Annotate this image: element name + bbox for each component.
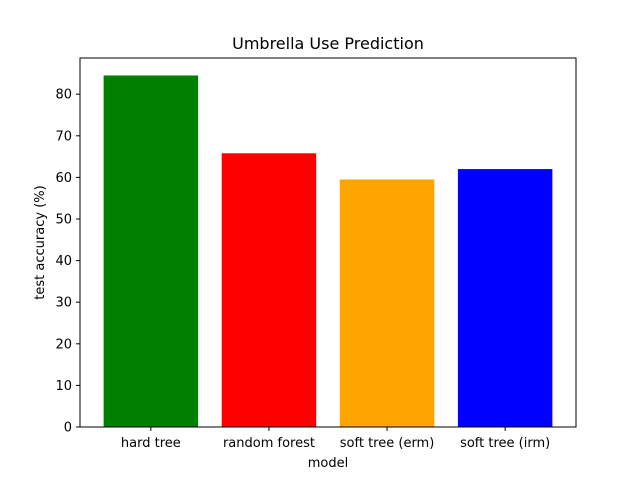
x-tick-label: soft tree (irm) xyxy=(460,436,550,451)
plot-frame xyxy=(79,57,577,428)
x-tick-label: hard tree xyxy=(121,436,181,451)
bar-soft-tree-erm xyxy=(339,179,435,427)
chart-title: Umbrella Use Prediction xyxy=(232,34,424,53)
x-tick-label: soft tree (erm) xyxy=(340,436,435,451)
bar-hard-tree xyxy=(103,75,199,427)
y-tick-label: 10 xyxy=(55,379,72,394)
y-tick-label: 70 xyxy=(55,129,72,144)
y-tick-label: 80 xyxy=(55,88,72,103)
x-axis-label: model xyxy=(308,456,348,471)
y-axis-label: test accuracy (%) xyxy=(33,185,48,299)
bar-random-forest xyxy=(221,153,317,427)
y-tick-label: 40 xyxy=(55,254,72,269)
y-tick-label: 60 xyxy=(55,171,72,186)
y-tick-label: 30 xyxy=(55,296,72,311)
x-axis-ticks: hard tree random forest soft tree (erm) sof… xyxy=(121,427,550,451)
bars-group xyxy=(103,75,553,427)
y-tick-label: 20 xyxy=(55,337,72,352)
y-tick-label: 0 xyxy=(64,421,72,436)
y-axis-ticks: 0 10 20 30 40 50 60 70 80 xyxy=(55,88,80,436)
x-tick-label: random forest xyxy=(223,436,315,451)
bar-soft-tree-irm xyxy=(457,169,553,427)
y-tick-label: 50 xyxy=(55,212,72,227)
